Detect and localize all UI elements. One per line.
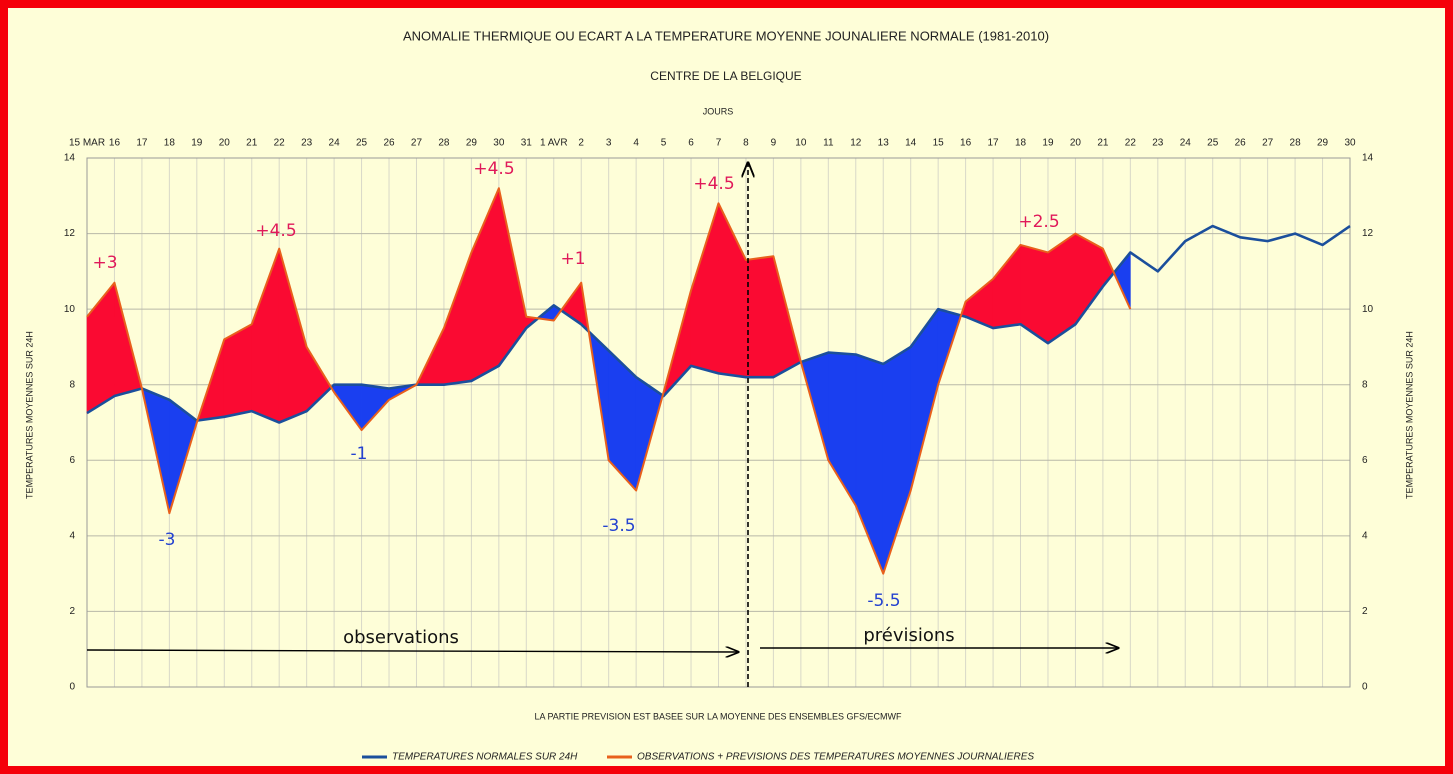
x-tick-label: 21	[1097, 138, 1109, 149]
annotation: +2.5	[1018, 212, 1059, 232]
x-tick-label: 29	[1317, 138, 1329, 149]
x-tick-label: 24	[329, 138, 341, 149]
x-tick-label: 26	[383, 138, 395, 149]
x-tick-label: 17	[988, 138, 1000, 149]
annotation: +4.5	[693, 174, 734, 194]
x-tick-label: 14	[905, 138, 917, 149]
x-tick-label: 28	[1290, 138, 1302, 149]
x-tick-label: 23	[1152, 138, 1164, 149]
series-line	[86, 187, 1132, 575]
y-tick-label: 8	[69, 379, 75, 390]
x-tick-label: 28	[438, 138, 450, 149]
period-label: prévisions	[863, 625, 954, 646]
x-tick-label: 27	[1262, 138, 1274, 149]
chart-subtitle: CENTRE DE LA BELGIQUE	[650, 69, 801, 83]
x-tick-label: 18	[1015, 138, 1027, 149]
y-tick-label: 6	[69, 455, 75, 466]
plot-area: 15 MAR 16 17 18 19 20 21 22 23 24 25 26 27 28 29 30 31 1 …	[64, 138, 1374, 693]
y2-tick-label: 10	[1362, 304, 1374, 315]
x-tick-label: 30	[493, 138, 505, 149]
x-tick-label: 1 AVR	[540, 138, 568, 149]
y-axis-title: TEMPERATURES MOYENNES SUR 24H	[24, 331, 34, 499]
x-tick-label: 15	[933, 138, 945, 149]
annotation: +4.5	[255, 221, 296, 241]
x-tick-label: 4	[633, 138, 639, 149]
x-tick-label: 26	[1235, 138, 1247, 149]
x-tick-label: 22	[1125, 138, 1137, 149]
x-tick-label: 11	[823, 138, 834, 149]
legend-label: TEMPERATURES NORMALES SUR 24H	[392, 752, 578, 763]
y2-tick-label: 14	[1362, 153, 1374, 164]
x-tick-label: 12	[850, 138, 862, 149]
x-tick-label: 24	[1180, 138, 1192, 149]
chart-title: ANOMALIE THERMIQUE OU ECART A LA TEMPERA…	[403, 28, 1049, 43]
overlay	[86, 163, 1118, 687]
annotation: +4.5	[473, 159, 514, 179]
y-tick-label: 10	[64, 304, 76, 315]
footnote: LA PARTIE PREVISION EST BASEE SUR LA MOY…	[534, 711, 902, 721]
series-line	[86, 224, 1351, 424]
x-tick-label: 16	[109, 138, 121, 149]
annotation: -1	[351, 444, 368, 464]
x-tick-label: 10	[795, 138, 807, 149]
x-tick-label: 5	[661, 138, 667, 149]
x-tick-label: 31	[521, 138, 533, 149]
period-label: observations	[343, 627, 459, 648]
x-tick-label: 21	[246, 138, 258, 149]
x-tick-label: 3	[606, 138, 612, 149]
y2-tick-label: 2	[1362, 606, 1368, 617]
x-tick-label: 9	[771, 138, 777, 149]
legend-label: OBSERVATIONS + PREVISIONS DES TEMPERATUR…	[637, 752, 1034, 763]
y2-tick-label: 12	[1362, 228, 1374, 239]
y2-tick-label: 0	[1362, 682, 1368, 693]
x-tick-label: 15 MAR	[69, 138, 105, 149]
annotation: -3.5	[602, 516, 635, 536]
plot-border	[86, 157, 1351, 688]
x-tick-label: 19	[191, 138, 203, 149]
annotation: -5.5	[867, 591, 900, 611]
y-tick-label: 2	[69, 606, 75, 617]
x-tick-label: 25	[1207, 138, 1219, 149]
y2-tick-label: 8	[1362, 379, 1368, 390]
x-tick-label: 16	[960, 138, 972, 149]
y-tick-label: 12	[64, 228, 76, 239]
x-tick-label: 27	[411, 138, 423, 149]
annotation: +1	[560, 249, 585, 269]
x-tick-label: 6	[688, 138, 694, 149]
annotation: +3	[92, 253, 117, 273]
x-tick-label: 7	[716, 138, 722, 149]
x-tick-label: 25	[356, 138, 368, 149]
y-tick-label: 0	[69, 682, 75, 693]
y2-tick-label: 4	[1362, 530, 1368, 541]
y-tick-label: 14	[64, 153, 76, 164]
y2-tick-label: 6	[1362, 455, 1368, 466]
x-tick-label: 2	[578, 138, 584, 149]
y2-axis-title: TEMPERATURES MOYENNES SUR 24H	[1404, 331, 1414, 499]
x-tick-label: 23	[301, 138, 313, 149]
x-tick-label: 8	[743, 138, 749, 149]
x-tick-label: 13	[878, 138, 890, 149]
x-tick-label: 29	[466, 138, 478, 149]
x-tick-label: 20	[219, 138, 231, 149]
x-tick-label: 19	[1042, 138, 1054, 149]
x-tick-label: 18	[164, 138, 176, 149]
x-tick-label: 20	[1070, 138, 1082, 149]
anomaly-above	[745, 255, 774, 378]
x-tick-label: 17	[136, 138, 148, 149]
observations-arrow	[86, 650, 738, 652]
y-tick-label: 4	[69, 530, 75, 541]
x-axis-title: JOURS	[703, 106, 734, 116]
annotation: -3	[159, 530, 176, 550]
x-tick-label: 30	[1344, 138, 1356, 149]
x-tick-label: 22	[274, 138, 286, 149]
